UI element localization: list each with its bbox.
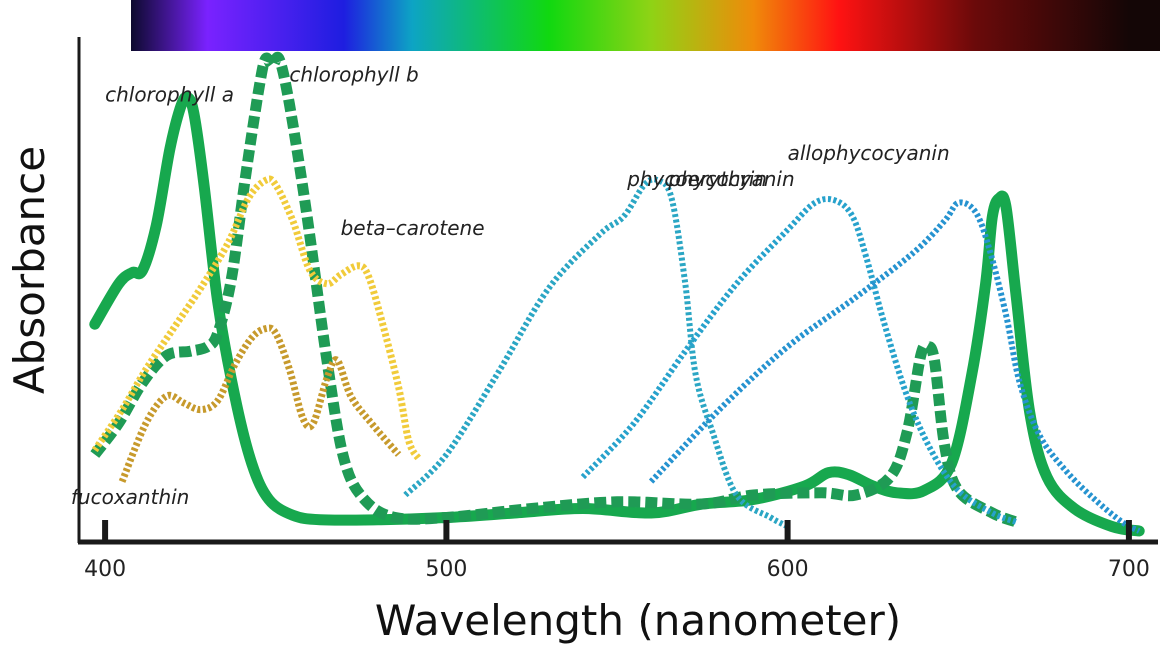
series-line-allophycocyanin <box>648 199 1141 534</box>
x-axis-title: Wavelength (nanometer) <box>375 596 901 645</box>
series-label-phycocyanin: phycocyanin <box>667 167 794 191</box>
y-axis-title: Absorbance <box>5 146 54 394</box>
x-tick-label: 700 <box>1108 557 1150 582</box>
x-tick-label: 500 <box>425 557 467 582</box>
x-ticks: 400 500 600 700 <box>84 520 1150 582</box>
series-label-chlorophyll-b: chlorophyll b <box>289 63 418 87</box>
series-line-phycocyanin <box>580 196 1018 525</box>
series-line-phycoerythrin <box>403 176 790 530</box>
series-layer <box>89 51 1145 537</box>
visible-spectrum-bar <box>131 0 1160 51</box>
series-labels: chlorophyll a chlorophyll b beta–carotene f… <box>71 63 950 510</box>
series-line-fucoxanthin <box>118 324 402 483</box>
x-tick-label: 400 <box>84 557 126 582</box>
series-label-chlorophyll-a: chlorophyll a <box>105 83 234 107</box>
axes <box>77 37 1158 545</box>
series-line-chlorophyll-b <box>90 51 1019 528</box>
x-tick-label: 600 <box>767 557 809 582</box>
series-label-beta-carotene: beta–carotene <box>341 216 485 240</box>
series-label-allophycocyanin: allophycocyanin <box>788 141 950 165</box>
series-line-beta-carotene <box>91 175 423 462</box>
series-line-chlorophyll-a <box>89 91 1145 537</box>
series-label-phycoerythrin: phycoerythrin <box>626 167 767 191</box>
series-label-fucoxanthin: fucoxanthin <box>71 485 189 509</box>
